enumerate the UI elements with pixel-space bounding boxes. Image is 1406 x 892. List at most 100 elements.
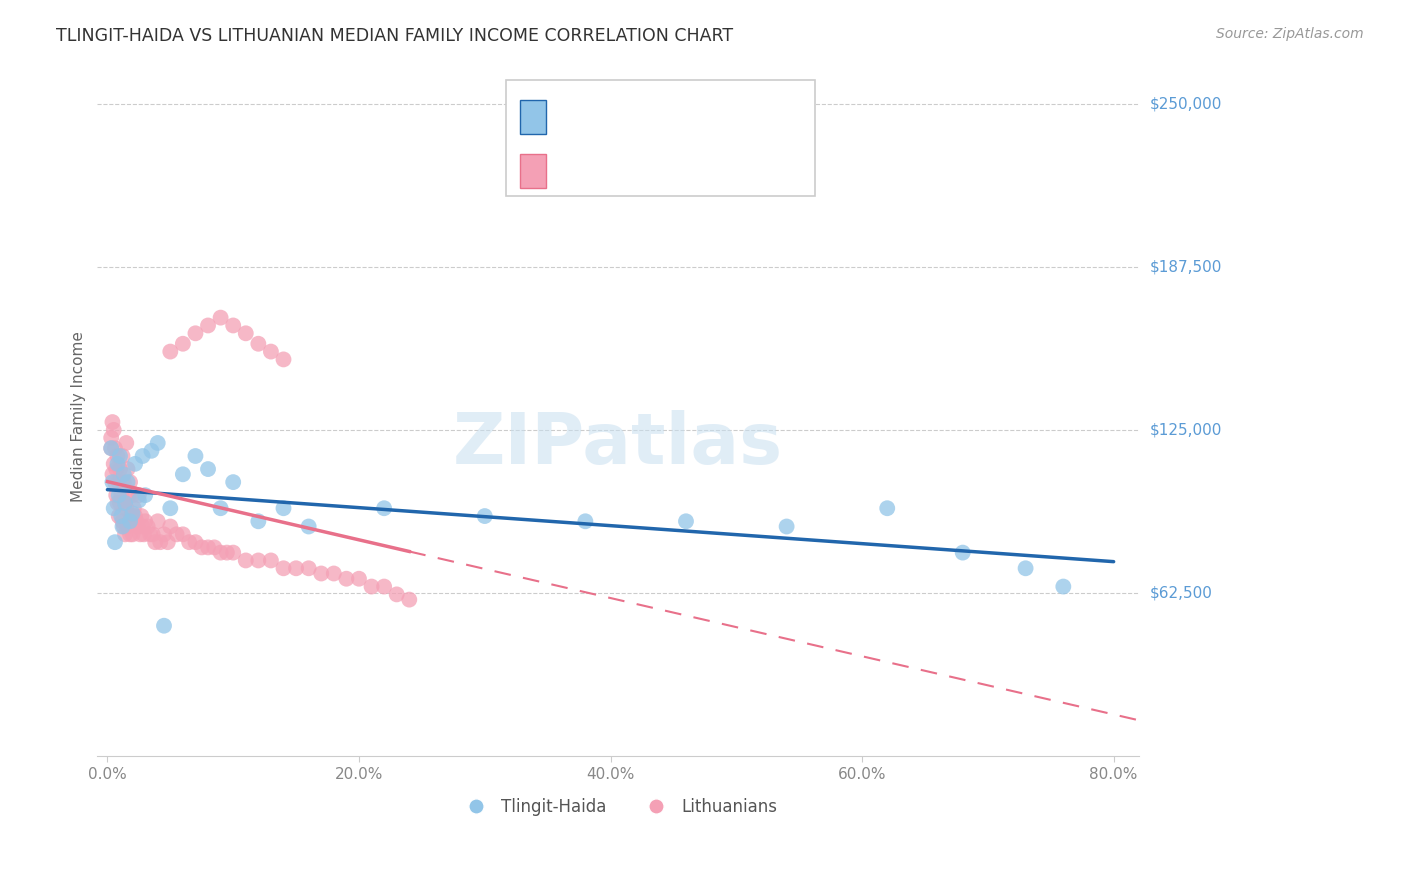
Point	[209, 501, 232, 516]
Point	[118, 514, 141, 528]
Point	[121, 488, 143, 502]
Text: N = 86: N = 86	[710, 163, 763, 178]
Point	[260, 553, 283, 567]
Point	[118, 488, 141, 502]
Point	[215, 546, 238, 560]
Point	[103, 457, 125, 471]
Point	[101, 467, 124, 482]
Point	[117, 519, 139, 533]
Point	[153, 527, 176, 541]
Point	[149, 535, 172, 549]
Point	[247, 336, 270, 351]
Point	[273, 501, 295, 516]
Point	[127, 519, 149, 533]
Text: $250,000: $250,000	[1150, 96, 1222, 111]
Point	[121, 507, 143, 521]
Point	[309, 566, 332, 581]
Point	[166, 527, 188, 541]
Point	[131, 449, 153, 463]
Legend: Tlingit-Haida, Lithuanians: Tlingit-Haida, Lithuanians	[453, 791, 783, 822]
Point	[103, 501, 125, 516]
Point	[100, 441, 122, 455]
Point	[112, 467, 135, 482]
Point	[132, 527, 155, 541]
Point	[112, 475, 135, 489]
Point	[156, 535, 179, 549]
Point	[347, 572, 370, 586]
Point	[114, 496, 136, 510]
Point	[184, 326, 207, 341]
Point	[247, 514, 270, 528]
Point	[105, 488, 128, 502]
Point	[112, 519, 135, 533]
Point	[172, 467, 194, 482]
Point	[107, 457, 129, 471]
Point	[574, 514, 596, 528]
Point	[298, 561, 321, 575]
Point	[222, 546, 245, 560]
Point	[117, 462, 139, 476]
Point	[184, 449, 207, 463]
Point	[143, 535, 166, 549]
Point	[247, 553, 270, 567]
Point	[159, 501, 181, 516]
Point	[222, 475, 245, 489]
Point	[110, 488, 132, 502]
Point	[360, 580, 382, 594]
Point	[146, 514, 169, 528]
Point	[104, 535, 127, 549]
Point	[108, 449, 131, 463]
Point	[128, 488, 150, 502]
Y-axis label: Median Family Income: Median Family Income	[72, 332, 86, 502]
Point	[104, 475, 127, 489]
Point	[101, 475, 124, 489]
Point	[172, 527, 194, 541]
Point	[172, 336, 194, 351]
Text: $187,500: $187,500	[1150, 260, 1222, 274]
Point	[124, 509, 146, 524]
Point	[209, 546, 232, 560]
Point	[373, 580, 395, 594]
Point	[103, 423, 125, 437]
Point	[125, 514, 148, 528]
Point	[675, 514, 697, 528]
Point	[122, 501, 145, 516]
Point	[139, 527, 162, 541]
Point	[107, 449, 129, 463]
Point	[273, 561, 295, 575]
Point	[235, 326, 257, 341]
Point	[235, 553, 257, 567]
Point	[111, 514, 134, 528]
Point	[115, 501, 138, 516]
Point	[120, 509, 142, 524]
Text: R = -0.328: R = -0.328	[555, 110, 637, 125]
Point	[105, 462, 128, 476]
Point	[110, 509, 132, 524]
Text: $62,500: $62,500	[1150, 585, 1213, 600]
Point	[197, 318, 219, 333]
Point	[115, 436, 138, 450]
Point	[209, 310, 232, 325]
Point	[273, 352, 295, 367]
Text: ZIPatlas: ZIPatlas	[453, 409, 783, 478]
Point	[107, 496, 129, 510]
Point	[141, 443, 163, 458]
Point	[108, 462, 131, 476]
Point	[322, 566, 344, 581]
Point	[121, 527, 143, 541]
Point	[114, 527, 136, 541]
Point	[153, 618, 176, 632]
Text: TLINGIT-HAIDA VS LITHUANIAN MEDIAN FAMILY INCOME CORRELATION CHART: TLINGIT-HAIDA VS LITHUANIAN MEDIAN FAMIL…	[56, 27, 734, 45]
Point	[298, 519, 321, 533]
Point	[197, 541, 219, 555]
Point	[131, 509, 153, 524]
Point	[114, 496, 136, 510]
Point	[128, 493, 150, 508]
Point	[190, 541, 212, 555]
Point	[111, 519, 134, 533]
Point	[335, 572, 357, 586]
Point	[474, 509, 496, 524]
Point	[373, 501, 395, 516]
Point	[876, 501, 898, 516]
Point	[118, 475, 141, 489]
